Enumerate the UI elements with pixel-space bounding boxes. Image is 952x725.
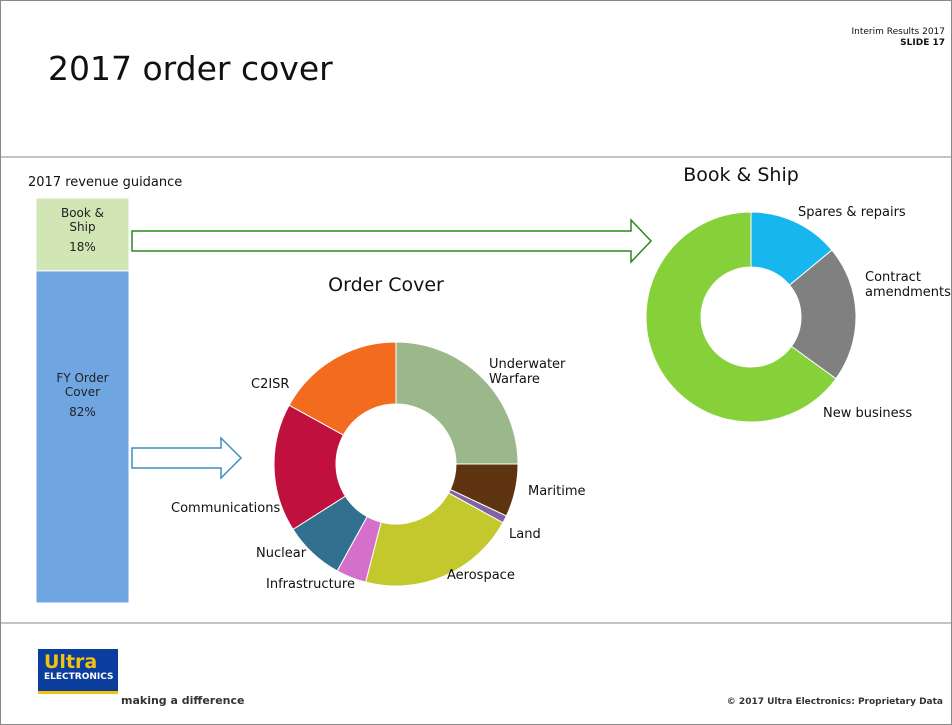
logo-bottom: ELECTRONICS xyxy=(44,672,114,682)
wedge-label: Spares & repairs xyxy=(798,205,906,220)
donut-wedge xyxy=(273,404,347,531)
wedge-label: Aerospace xyxy=(447,568,515,583)
value-label: 18% xyxy=(69,240,96,254)
donut-title: Order Cover xyxy=(328,274,444,296)
value-label: 82% xyxy=(69,404,96,419)
donut-wedge xyxy=(645,211,837,423)
bar-segment xyxy=(35,197,130,272)
series-name: Book & Ship xyxy=(60,206,105,234)
event-label: Interim Results 2017 SLIDE 17 xyxy=(851,27,945,49)
wedge-label: Underwater Warfare xyxy=(489,357,566,387)
wedge-label: Land xyxy=(509,527,541,542)
tagline: making a difference xyxy=(121,694,245,707)
series-name: FY Order Cover xyxy=(56,370,109,399)
wedge-label: New business xyxy=(823,406,913,421)
donut-wedge xyxy=(365,492,504,587)
wedge-label: Nuclear xyxy=(256,546,307,561)
arrow xyxy=(131,436,243,480)
event: Interim Results 2017 xyxy=(851,27,945,37)
arrow xyxy=(131,218,653,264)
bar-segment-label: FY Order Cover 82% xyxy=(51,371,114,419)
bar-title: 2017 revenue guidance xyxy=(28,175,183,190)
slide-number: SLIDE 17 xyxy=(900,38,945,48)
wedge-label: Contract amendments xyxy=(865,270,951,300)
slide-title: 2017 order cover xyxy=(48,49,333,88)
donut-title: Book & Ship xyxy=(683,164,799,186)
donut-wedge xyxy=(288,341,397,436)
bar-segment xyxy=(35,270,130,604)
wedge-label: Maritime xyxy=(528,484,586,499)
wedge-label: C2ISR xyxy=(251,377,290,392)
logo-top: Ultra xyxy=(44,651,98,673)
wedge-label: Communications xyxy=(171,501,281,516)
donut-wedge xyxy=(395,341,519,465)
donut-wedge xyxy=(788,249,857,380)
logo: Ultra ELECTRONICS xyxy=(38,649,118,694)
wedge-label: Infrastructure xyxy=(266,577,355,592)
copyright: © 2017 Ultra Electronics: Proprietary Da… xyxy=(726,697,943,707)
bar-segment-label: Book & Ship 18% xyxy=(51,206,114,254)
